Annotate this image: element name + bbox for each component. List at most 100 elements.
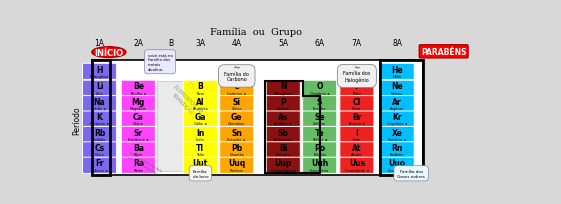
FancyBboxPatch shape <box>380 111 414 128</box>
Text: Kr: Kr <box>392 113 402 122</box>
Bar <box>92 61 398 175</box>
Text: Berílio ★: Berílio ★ <box>131 91 146 95</box>
Text: Hidrogênio: Hidrogênio <box>90 74 109 78</box>
Text: Nitrogênio: Nitrogênio <box>274 91 293 95</box>
Text: ELEMENTOS DE
TRANSIÇÃO: ELEMENTOS DE TRANSIÇÃO <box>167 83 203 119</box>
Text: Telúrio ★: Telúrio ★ <box>312 137 328 141</box>
Text: Xenônio ★: Xenônio ★ <box>388 137 407 141</box>
Text: Silício: Silício <box>232 106 242 110</box>
FancyBboxPatch shape <box>183 81 217 97</box>
Text: Ga: Ga <box>195 113 206 122</box>
Text: Cloro: Cloro <box>352 106 361 110</box>
Text: INÍCIO: INÍCIO <box>94 48 123 57</box>
Text: Argônio: Argônio <box>390 106 404 110</box>
Text: 1A: 1A <box>95 39 104 48</box>
Text: 6: 6 <box>83 146 88 155</box>
FancyBboxPatch shape <box>121 142 155 158</box>
FancyBboxPatch shape <box>302 157 337 174</box>
Text: Se: Se <box>314 113 325 122</box>
FancyBboxPatch shape <box>340 127 374 143</box>
Text: Gálio ★: Gálio ★ <box>194 122 207 126</box>
Text: Sr: Sr <box>134 128 143 137</box>
Text: Uuo: Uuo <box>389 159 406 168</box>
Text: Rn: Rn <box>392 143 403 152</box>
Text: 4A: 4A <box>232 39 242 48</box>
Text: Cs: Cs <box>94 143 105 152</box>
FancyBboxPatch shape <box>183 157 217 174</box>
Text: Fósforo: Fósforo <box>277 106 290 110</box>
Text: 5A: 5A <box>278 39 288 48</box>
FancyBboxPatch shape <box>419 45 468 59</box>
FancyBboxPatch shape <box>380 142 414 158</box>
Text: Enxofre: Enxofre <box>313 106 327 110</box>
Text: Magnésio: Magnésio <box>130 106 147 110</box>
Text: N: N <box>280 82 287 91</box>
FancyBboxPatch shape <box>220 157 254 174</box>
FancyBboxPatch shape <box>266 96 300 112</box>
Text: S: S <box>317 97 323 106</box>
FancyBboxPatch shape <box>380 81 414 97</box>
Text: Polônio: Polônio <box>313 152 326 156</box>
Text: 5: 5 <box>83 130 88 139</box>
Text: 4: 4 <box>83 115 88 124</box>
FancyBboxPatch shape <box>340 81 374 97</box>
Text: Tl: Tl <box>196 143 204 152</box>
Text: Frâncio ★: Frâncio ★ <box>91 168 108 172</box>
Text: Ununóctio: Ununóctio <box>388 168 406 172</box>
Text: Bário: Bário <box>134 152 143 156</box>
Text: Neônio: Neônio <box>391 91 403 95</box>
Text: Uut: Uut <box>192 159 208 168</box>
Text: 7: 7 <box>83 161 88 170</box>
FancyBboxPatch shape <box>82 157 117 174</box>
Text: I: I <box>356 128 358 137</box>
Text: Antimônio: Antimônio <box>274 137 292 141</box>
FancyBboxPatch shape <box>266 111 300 128</box>
Text: Te: Te <box>315 128 324 137</box>
Text: Cálcio: Cálcio <box>133 122 144 126</box>
Text: 1: 1 <box>83 68 88 76</box>
Text: K: K <box>96 113 103 122</box>
Text: Família dos
Gases nobres: Família dos Gases nobres <box>397 169 425 178</box>
Text: Na: Na <box>94 97 105 106</box>
Text: Cl: Cl <box>353 97 361 106</box>
Text: Césio: Césio <box>95 152 104 156</box>
FancyBboxPatch shape <box>82 142 117 158</box>
Text: Criptônio ★: Criptônio ★ <box>387 122 407 126</box>
Text: Potássio ★: Potássio ★ <box>90 122 109 126</box>
FancyBboxPatch shape <box>220 96 254 112</box>
FancyBboxPatch shape <box>220 127 254 143</box>
Text: Li: Li <box>96 82 103 91</box>
Text: você está na
Família dos
metais
alcalino.: você está na Família dos metais alcalino… <box>148 54 172 71</box>
Text: Família
do boro: Família do boro <box>192 169 208 178</box>
FancyBboxPatch shape <box>266 127 300 143</box>
Text: Arsênio ★: Arsênio ★ <box>274 122 292 126</box>
Text: Sódio ★: Sódio ★ <box>93 106 107 110</box>
Text: Rádio: Rádio <box>134 168 143 172</box>
Text: Carbono ★: Carbono ★ <box>227 91 246 95</box>
FancyBboxPatch shape <box>183 111 217 128</box>
Text: Sb: Sb <box>278 128 289 137</box>
FancyBboxPatch shape <box>82 127 117 143</box>
Text: Ununítrio ★: Ununítrio ★ <box>190 168 211 172</box>
Bar <box>157 81 190 172</box>
FancyBboxPatch shape <box>82 96 117 112</box>
FancyBboxPatch shape <box>220 81 254 97</box>
Text: Família do
Carbono: Família do Carbono <box>224 71 249 82</box>
Text: Ge: Ge <box>231 113 242 122</box>
Text: Ba: Ba <box>133 143 144 152</box>
Text: Rubídio: Rubídio <box>93 137 106 141</box>
FancyBboxPatch shape <box>82 81 117 97</box>
Text: At: At <box>352 143 362 152</box>
Text: Bromo ★: Bromo ★ <box>349 122 365 126</box>
Text: 2: 2 <box>83 84 88 93</box>
Text: Flúor: Flúor <box>352 91 361 95</box>
Text: Oxigênio ★: Oxigênio ★ <box>310 91 330 95</box>
Text: Br: Br <box>352 113 362 122</box>
FancyBboxPatch shape <box>302 96 337 112</box>
Text: Rb: Rb <box>94 128 105 137</box>
Text: B: B <box>197 82 203 91</box>
Text: 8A: 8A <box>392 39 402 48</box>
Bar <box>380 61 423 175</box>
Text: Sn: Sn <box>231 128 242 137</box>
FancyBboxPatch shape <box>121 111 155 128</box>
